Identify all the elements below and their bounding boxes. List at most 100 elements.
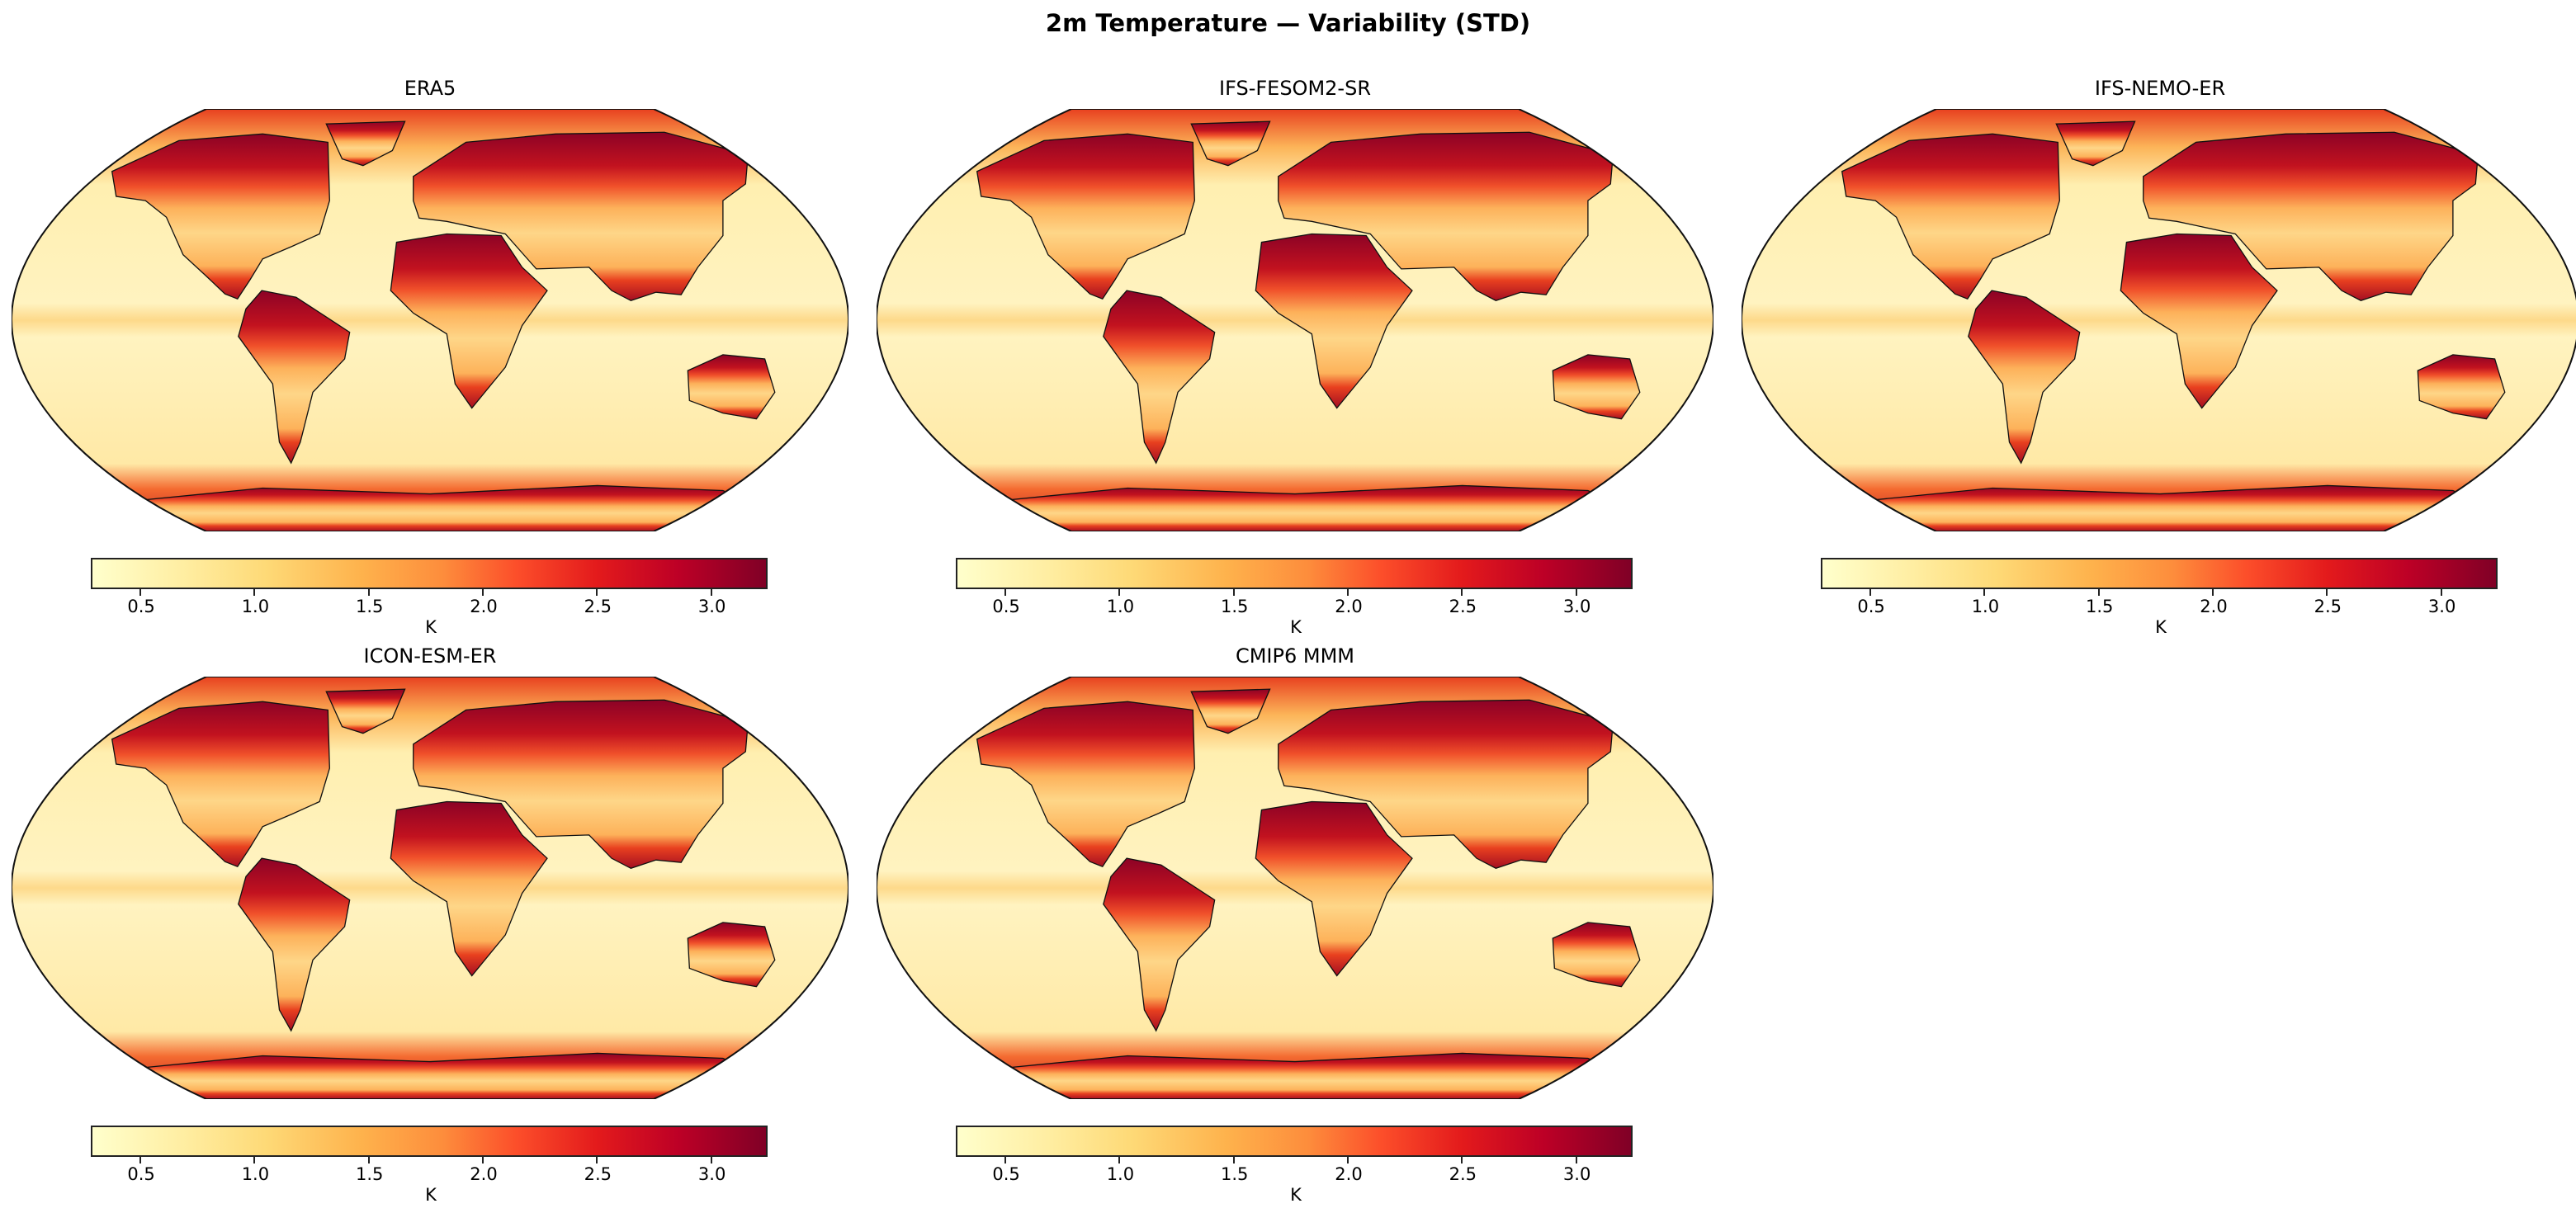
robinson-map: [1742, 109, 2576, 531]
panel-title: IFS-NEMO-ER: [2094, 77, 2226, 100]
colorbar-label: K: [425, 617, 437, 637]
landmass-eurasia: [1278, 699, 1614, 869]
colorbar-tick-label: 1.5: [1220, 1164, 1249, 1184]
robinson-map: [877, 109, 1713, 531]
colorbar-tick-label: 2.0: [2200, 597, 2228, 616]
colorbar: 0.5 1.0 1.5 2.0 2.5 3.0 K: [1821, 558, 2498, 637]
panel-title: IFS-FESOM2-SR: [1219, 77, 1371, 100]
landmass-north-america: [1841, 133, 2060, 300]
colorbar-tick: [1575, 589, 1577, 596]
colorbar-tick-label: 2.5: [1449, 597, 1477, 616]
landmass-australia: [687, 922, 776, 988]
landmass-greenland: [1190, 688, 1271, 734]
landmass-north-america: [111, 133, 330, 300]
landmass-eurasia: [2143, 131, 2479, 301]
colorbar-tick-label: 1.5: [355, 1164, 384, 1184]
colorbar-tick-label: 1.0: [1106, 1164, 1135, 1184]
colorbar-tick-label: 3.0: [697, 597, 726, 616]
colorbar-tick: [139, 589, 142, 596]
landmass-australia: [687, 354, 776, 420]
colorbar-tick-label: 3.0: [697, 1164, 726, 1184]
panel-title: CMIP6 MMM: [1235, 644, 1355, 668]
landmass-north-america: [976, 701, 1195, 868]
colorbar-tick: [1983, 589, 1986, 596]
map-boundary: [1742, 109, 2576, 531]
landmass-australia: [1552, 922, 1641, 988]
colorbar-tick-label: 1.5: [355, 597, 384, 616]
colorbar-tick: [367, 589, 370, 596]
colorbar-label: K: [2155, 617, 2167, 637]
landmass-greenland: [325, 120, 406, 167]
colorbar-tick-label: 0.5: [992, 597, 1020, 616]
colorbar-label: K: [1290, 617, 1302, 637]
landmass-africa: [390, 800, 548, 977]
colorbar-tick: [1004, 1157, 1007, 1163]
colorbar-tick: [2440, 589, 2442, 596]
colorbar-tick: [1869, 589, 1872, 596]
colorbar-label: K: [425, 1185, 437, 1205]
landmass-africa: [1255, 233, 1413, 409]
colorbar: 0.5 1.0 1.5 2.0 2.5 3.0 K: [956, 558, 1633, 637]
colorbar-tick-label: 2.5: [584, 597, 612, 616]
colorbar-tick-label: 1.0: [1971, 597, 2000, 616]
colorbar-tick: [1232, 589, 1235, 596]
colorbar-tick: [710, 589, 712, 596]
landmass-antarctica: [1001, 1052, 1632, 1099]
colorbar-tick-label: 2.0: [470, 597, 498, 616]
landmass-south-america: [1103, 857, 1216, 1032]
landmass-greenland: [2055, 120, 2136, 167]
landmass-eurasia: [1278, 131, 1614, 301]
robinson-map: [877, 677, 1713, 1099]
landmass-eurasia: [413, 131, 749, 301]
landmass-eurasia: [413, 699, 749, 869]
landmass-australia: [2417, 354, 2506, 420]
landmass-africa: [390, 233, 548, 409]
colorbar-tick-label: 2.0: [1335, 1164, 1363, 1184]
landmass-africa: [1255, 800, 1413, 977]
colorbar: 0.5 1.0 1.5 2.0 2.5 3.0 K: [956, 1126, 1633, 1205]
landmass-south-america: [1968, 290, 2081, 465]
colorbar-tick-label: 3.0: [2427, 597, 2456, 616]
colorbar: 0.5 1.0 1.5 2.0 2.5 3.0 K: [91, 1126, 768, 1205]
colorbar-tick-label: 3.0: [1562, 1164, 1591, 1184]
landmass-north-america: [976, 133, 1195, 300]
colorbar-tick: [1347, 1157, 1349, 1163]
colorbar-tick: [253, 1157, 256, 1163]
colorbar-tick-label: 1.5: [1220, 597, 1249, 616]
colorbar-tick-label: 1.0: [241, 1164, 270, 1184]
colorbar-tick-label: 2.5: [584, 1164, 612, 1184]
colorbar-tick: [1118, 1157, 1121, 1163]
colorbar-tick: [1575, 1157, 1577, 1163]
colorbar-tick: [2097, 589, 2100, 596]
panel-title: ERA5: [404, 77, 456, 100]
colorbar-tick-label: 1.0: [241, 597, 270, 616]
map-boundary: [12, 677, 848, 1099]
landmass-south-america: [1103, 290, 1216, 465]
landmass-antarctica: [1001, 484, 1632, 531]
colorbar: 0.5 1.0 1.5 2.0 2.5 3.0 K: [91, 558, 768, 637]
colorbar-tick-label: 1.5: [2085, 597, 2114, 616]
colorbar-tick: [1461, 1157, 1463, 1163]
panel-title: ICON-ESM-ER: [363, 644, 497, 668]
colorbar-tick: [482, 589, 484, 596]
landmass-australia: [1552, 354, 1641, 420]
landmass-south-america: [238, 857, 351, 1032]
colorbar-tick: [596, 589, 598, 596]
colorbar-tick: [1232, 1157, 1235, 1163]
colorbar-tick: [1461, 589, 1463, 596]
colorbar-tick: [2326, 589, 2328, 596]
colorbar-tick: [2212, 589, 2214, 596]
landmass-north-america: [111, 701, 330, 868]
landmass-antarctica: [1866, 484, 2497, 531]
colorbar-tick-label: 0.5: [127, 1164, 155, 1184]
map-boundary: [877, 109, 1713, 531]
colorbar-label: K: [1290, 1185, 1302, 1205]
colorbar-tick: [710, 1157, 712, 1163]
colorbar-tick: [1118, 589, 1121, 596]
figure-title: 2m Temperature — Variability (STD): [1045, 9, 1531, 37]
colorbar-tick-label: 3.0: [1562, 597, 1591, 616]
colorbar-tick-label: 2.0: [1335, 597, 1363, 616]
map-boundary: [877, 677, 1713, 1099]
colorbar-tick: [139, 1157, 142, 1163]
colorbar-tick: [596, 1157, 598, 1163]
